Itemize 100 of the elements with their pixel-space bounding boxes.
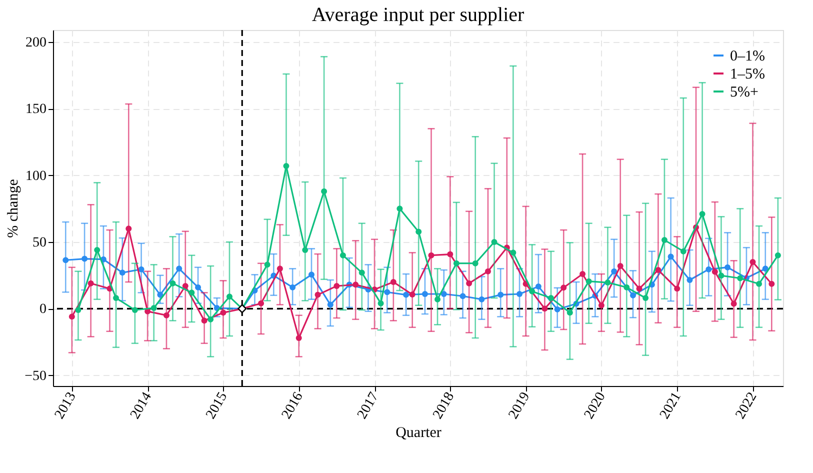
- x-axis-title: Quarter: [396, 425, 442, 442]
- point: [554, 306, 560, 312]
- point: [220, 310, 226, 316]
- point: [283, 163, 290, 169]
- point: [774, 252, 781, 258]
- point: [724, 264, 731, 270]
- point: [126, 226, 132, 232]
- point: [195, 284, 202, 290]
- point: [327, 302, 334, 308]
- point: [617, 263, 624, 269]
- point: [453, 260, 460, 266]
- point: [529, 288, 536, 294]
- point: [290, 284, 296, 290]
- point: [409, 292, 416, 298]
- y-tick-label: 0: [40, 302, 46, 318]
- point: [699, 211, 706, 217]
- point: [119, 270, 126, 276]
- point: [113, 295, 120, 301]
- point: [560, 284, 567, 291]
- point: [680, 248, 686, 254]
- point: [498, 292, 504, 298]
- point: [416, 228, 422, 235]
- point: [94, 247, 100, 253]
- legend-label: 0–1%: [730, 48, 765, 64]
- point: [264, 262, 270, 268]
- y-tick-label: 100: [26, 168, 46, 184]
- chart-title: Average input per supplier: [312, 4, 524, 26]
- point: [762, 266, 768, 272]
- y-tick-label: 200: [26, 36, 46, 50]
- point: [75, 307, 82, 313]
- point: [611, 268, 618, 274]
- point: [586, 278, 592, 284]
- point: [750, 259, 756, 265]
- point: [718, 272, 724, 279]
- point: [447, 251, 454, 258]
- point: [580, 271, 586, 277]
- point: [201, 318, 208, 324]
- point: [466, 280, 472, 286]
- point: [472, 260, 478, 266]
- point: [396, 206, 403, 212]
- point: [208, 316, 214, 322]
- point: [314, 292, 321, 298]
- point: [302, 247, 308, 253]
- point: [384, 289, 390, 296]
- point: [434, 296, 441, 302]
- point: [340, 252, 346, 258]
- point: [308, 272, 314, 278]
- point: [321, 188, 328, 194]
- point: [334, 283, 340, 289]
- legend-label: 5%+: [730, 84, 758, 100]
- point: [630, 292, 636, 298]
- point: [566, 310, 573, 316]
- point: [624, 284, 630, 290]
- point: [82, 256, 88, 262]
- point: [62, 257, 69, 264]
- point: [403, 292, 410, 298]
- point: [428, 252, 434, 258]
- y-tick-label: 50: [32, 236, 46, 250]
- y-axis-title: % change: [6, 178, 22, 238]
- point: [768, 280, 775, 287]
- point: [422, 291, 428, 297]
- point: [276, 266, 283, 272]
- point: [188, 290, 195, 296]
- point: [516, 291, 523, 297]
- y-tick-label: −50: [24, 368, 46, 384]
- point: [484, 268, 491, 274]
- point: [478, 296, 485, 302]
- point: [604, 280, 611, 286]
- point: [668, 254, 674, 260]
- point: [655, 267, 662, 273]
- point: [542, 306, 548, 312]
- point: [661, 237, 668, 243]
- point: [138, 266, 144, 272]
- point: [296, 335, 302, 341]
- point: [378, 300, 384, 306]
- point: [150, 305, 157, 311]
- point: [176, 266, 182, 272]
- point: [535, 284, 542, 290]
- point: [598, 302, 604, 308]
- point: [163, 312, 170, 318]
- point: [358, 270, 365, 276]
- point: [686, 277, 693, 283]
- point: [226, 294, 232, 300]
- point: [706, 266, 712, 272]
- y-tick-label: 150: [26, 102, 46, 118]
- point: [258, 300, 264, 306]
- point: [132, 307, 138, 313]
- point: [170, 280, 176, 286]
- point: [730, 300, 737, 307]
- point: [491, 239, 498, 245]
- point: [68, 314, 75, 320]
- point: [182, 283, 188, 289]
- point: [756, 280, 762, 287]
- point: [460, 293, 466, 300]
- point: [352, 282, 359, 288]
- point: [636, 286, 642, 292]
- point: [674, 286, 680, 292]
- legend-label: 1–5%: [730, 66, 765, 82]
- point: [88, 280, 94, 286]
- point: [510, 250, 516, 256]
